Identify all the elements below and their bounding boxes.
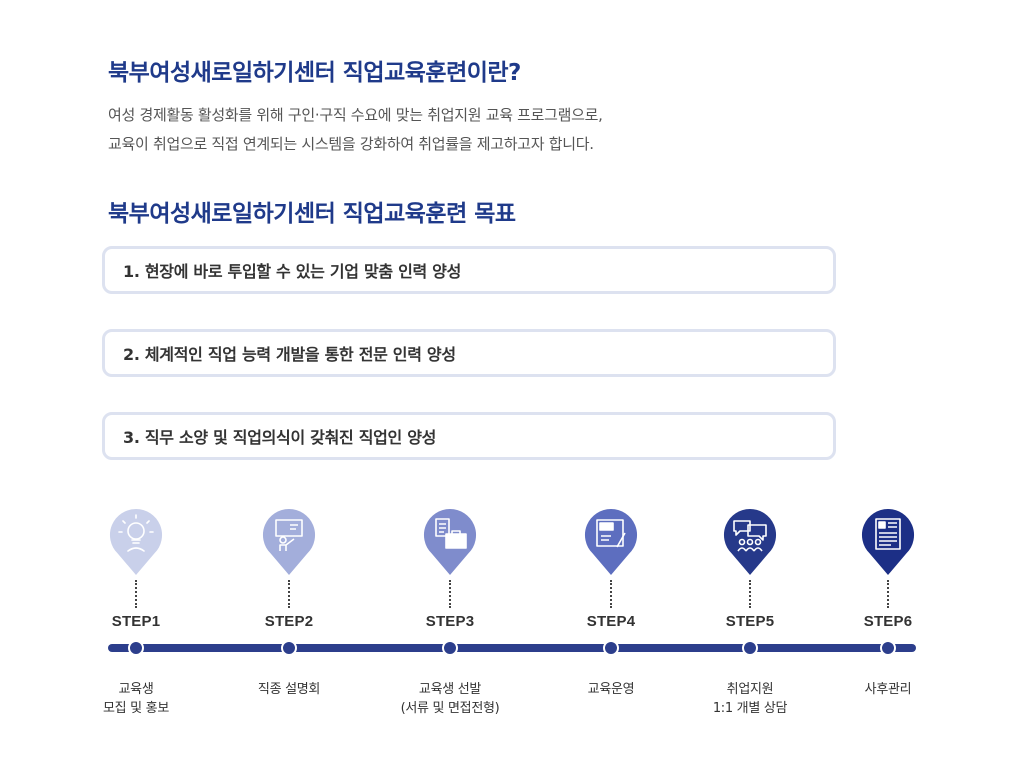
step-connector [610,580,612,608]
goal-item-3: 3. 직무 소양 및 직업의식이 갖춰진 직업인 양성 [102,412,836,460]
pin-marker [109,508,163,575]
step-connector [749,580,751,608]
step-label: STEP2 [264,613,314,630]
step-label: STEP5 [725,613,775,630]
step-description-line: 교육생 [118,682,154,697]
goal-item-text: 3. 직무 소양 및 직업의식이 갖춰진 직업인 양성 [123,428,437,447]
timeline-node [742,640,758,656]
intro-description: 여성 경제활동 활성화를 위해 구인·구직 수요에 맞는 취업지원 교육 프로그… [108,101,603,159]
goal-item-1: 1. 현장에 바로 투입할 수 있는 기업 맞춤 인력 양성 [102,246,836,294]
step-description-line: 취업지원 [726,682,774,697]
intro-description-line-1: 여성 경제활동 활성화를 위해 구인·구직 수요에 맞는 취업지원 교육 프로그… [108,106,603,124]
job-board-icon [583,507,639,577]
intro-description-line-2: 교육이 취업으로 직접 연계되는 시스템을 강화하여 취업률을 제고하고자 합니… [108,135,594,153]
step-description-line: (서류 및 면접전형) [400,701,500,716]
step-label: STEP3 [425,613,475,630]
step-description-line: 교육운영 [587,682,635,697]
goal-item-text: 1. 현장에 바로 투입할 수 있는 기업 맞춤 인력 양성 [123,262,462,281]
step-label: STEP4 [586,613,636,630]
pin-marker [723,508,777,575]
pin-marker [423,508,477,575]
pin-marker [861,508,915,575]
goal-item-text: 2. 체계적인 직업 능력 개발을 통한 전문 인력 양성 [123,345,456,364]
goals-title: 북부여성새로일하기센터 직업교육훈련 목표 [108,201,516,227]
briefcase-resume-icon [422,507,478,577]
step-description: 교육운영 [536,680,686,699]
step-connector [288,580,290,608]
step-description-line: 1:1 개별 상담 [712,701,788,716]
presentation-icon [261,507,317,577]
timeline-node [603,640,619,656]
document-report-icon [860,507,916,577]
step-connector [449,580,451,608]
goal-item-2: 2. 체계적인 직업 능력 개발을 통한 전문 인력 양성 [102,329,836,377]
step-connector [887,580,889,608]
step-description: 사후관리 [813,680,963,699]
timeline-node [128,640,144,656]
timeline-node [281,640,297,656]
pin-marker [262,508,316,575]
step-connector [135,580,137,608]
timeline-node [880,640,896,656]
step-label: STEP6 [863,613,913,630]
step-description-line: 모집 및 홍보 [103,701,169,716]
step-description-line: 사후관리 [864,682,912,697]
step-description: 교육생 선발 (서류 및 면접전형) [375,680,525,718]
step-description: 취업지원 1:1 개별 상담 [675,680,825,718]
consulting-people-icon [722,507,778,577]
step-description-line: 교육생 선발 [418,682,482,697]
page-title: 북부여성새로일하기센터 직업교육훈련이란? [108,60,521,86]
step-description: 직종 설명회 [214,680,364,699]
step-label: STEP1 [111,613,161,630]
lightbulb-hand-icon [108,507,164,577]
step-description: 교육생 모집 및 홍보 [61,680,211,718]
process-timeline [108,644,916,652]
timeline-node [442,640,458,656]
step-description-line: 직종 설명회 [257,682,321,697]
pin-marker [584,508,638,575]
